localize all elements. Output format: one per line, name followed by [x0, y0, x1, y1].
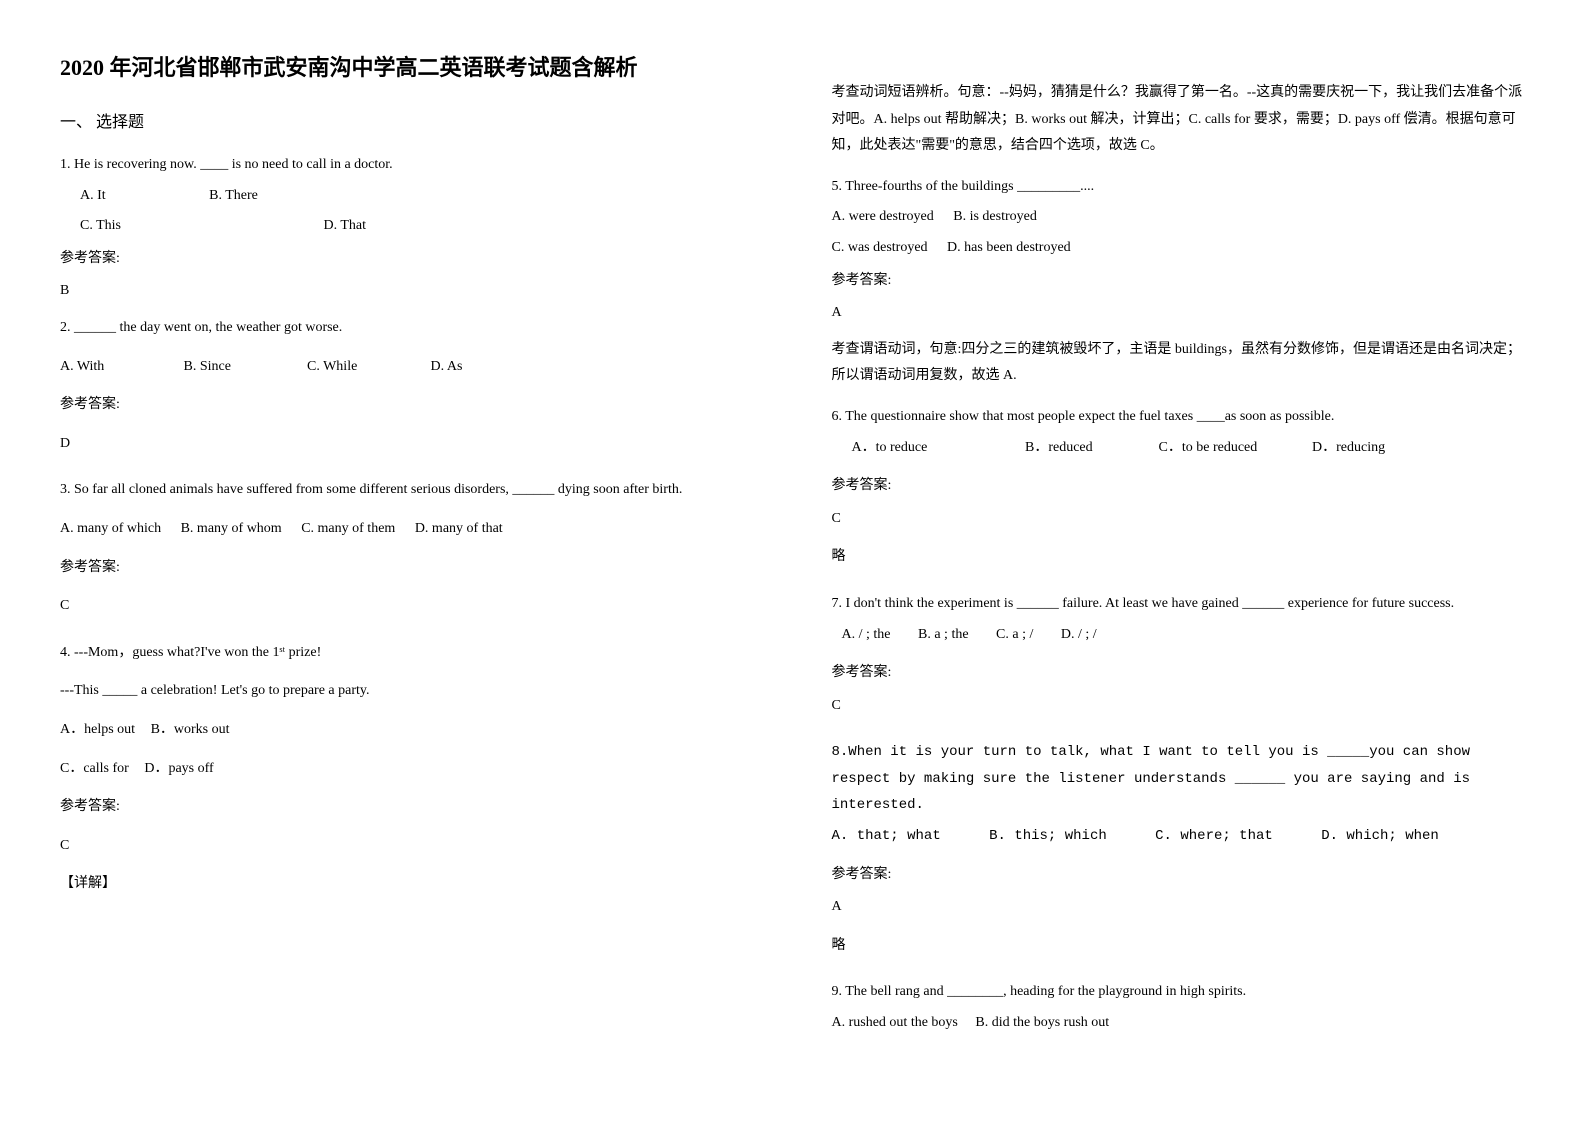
- q4-options-row1: A．helps out B．works out: [60, 717, 756, 744]
- q1-opt-a: A. It: [80, 183, 106, 210]
- q4-opt-c: C．calls for: [60, 761, 129, 776]
- q9-opt-b: B. did the boys rush out: [975, 1015, 1109, 1030]
- q2-answer-label: 参考答案:: [60, 392, 756, 419]
- q2-opt-a: A. With: [60, 354, 180, 381]
- q1-text: 1. He is recovering now. ____ is no need…: [60, 152, 756, 179]
- q9-opt-a: A. rushed out the boys: [832, 1015, 958, 1030]
- q6-answer: C: [832, 506, 1528, 533]
- q7-text: 7. I don't think the experiment is _____…: [832, 591, 1528, 618]
- q5-opt-a: A. were destroyed: [832, 209, 934, 224]
- q5-opt-c: C. was destroyed: [832, 240, 928, 255]
- exam-title: 2020 年河北省邯郸市武安南沟中学高二英语联考试题含解析: [60, 50, 756, 82]
- q5-answer-label: 参考答案:: [832, 268, 1528, 295]
- q7-opt-a: A. / ; the: [842, 627, 891, 642]
- q9-options: A. rushed out the boys B. did the boys r…: [832, 1010, 1528, 1037]
- q4-answer-label: 参考答案:: [60, 794, 756, 821]
- q6-text: 6. The questionnaire show that most peop…: [832, 404, 1528, 431]
- q4-opt-b: B．works out: [151, 722, 230, 737]
- q4-explanation: 考查动词短语辨析。句意：--妈妈，猜猜是什么？我赢得了第一名。--这真的需要庆祝…: [832, 80, 1528, 160]
- q7-answer: C: [832, 693, 1528, 720]
- q3-options: A. many of which B. many of whom C. many…: [60, 516, 756, 543]
- section-header: 一、 选择题: [60, 108, 756, 132]
- q1-opt-d: D. That: [324, 218, 367, 233]
- q5-opt-b: B. is destroyed: [953, 209, 1037, 224]
- left-column: 2020 年河北省邯郸市武安南沟中学高二英语联考试题含解析 一、 选择题 1. …: [60, 50, 756, 1045]
- q5-options-row2: C. was destroyed D. has been destroyed: [832, 235, 1528, 262]
- q5-opt-d: D. has been destroyed: [947, 240, 1071, 255]
- q8-answer: A: [832, 894, 1528, 921]
- q6-answer-label: 参考答案:: [832, 473, 1528, 500]
- q2-opt-b: B. Since: [184, 354, 304, 381]
- q1-answer: B: [60, 278, 756, 305]
- q4-options-row2: C．calls for D．pays off: [60, 756, 756, 783]
- q2-opt-c: C. While: [307, 354, 427, 381]
- q8-omit: 略: [832, 933, 1528, 960]
- q1-answer-label: 参考答案:: [60, 246, 756, 273]
- q4-detail-label: 【详解】: [60, 871, 756, 898]
- right-column: 考查动词短语辨析。句意：--妈妈，猜猜是什么？我赢得了第一名。--这真的需要庆祝…: [832, 50, 1528, 1045]
- question-2: 2. ______ the day went on, the weather g…: [60, 315, 756, 457]
- q2-text: 2. ______ the day went on, the weather g…: [60, 315, 756, 342]
- question-6: 6. The questionnaire show that most peop…: [832, 404, 1528, 571]
- q3-opt-c: C. many of them: [301, 521, 395, 536]
- q8-opt-b: B. this; which: [989, 828, 1107, 844]
- question-9: 9. The bell rang and ________, heading f…: [832, 979, 1528, 1036]
- q7-opt-c: C. a ; /: [996, 627, 1033, 642]
- q8-answer-label: 参考答案:: [832, 862, 1528, 889]
- q2-answer: D: [60, 431, 756, 458]
- q4-line2: ---This _____ a celebration! Let's go to…: [60, 678, 756, 705]
- q5-options-row1: A. were destroyed B. is destroyed: [832, 204, 1528, 231]
- question-7: 7. I don't think the experiment is _____…: [832, 591, 1528, 719]
- q2-opt-d: D. As: [431, 359, 463, 374]
- q4-line1: 4. ---Mom，guess what?I've won the 1ˢᵗ pr…: [60, 640, 756, 667]
- q3-text: 3. So far all cloned animals have suffer…: [60, 477, 756, 504]
- q7-opt-b: B. a ; the: [918, 627, 969, 642]
- question-3: 3. So far all cloned animals have suffer…: [60, 477, 756, 619]
- q1-options-row2: C. This D. That: [60, 213, 756, 240]
- q4-answer: C: [60, 833, 756, 860]
- q8-opt-d: D. which; when: [1321, 828, 1439, 844]
- q6-opt-c: C．to be reduced: [1159, 435, 1309, 462]
- q4-opt-d: D．pays off: [144, 761, 213, 776]
- q3-opt-b: B. many of whom: [181, 521, 282, 536]
- q3-answer: C: [60, 593, 756, 620]
- question-5: 5. Three-fourths of the buildings ______…: [832, 174, 1528, 390]
- q6-omit: 略: [832, 544, 1528, 571]
- q8-text: 8.When it is your turn to talk, what I w…: [832, 739, 1528, 819]
- q3-answer-label: 参考答案:: [60, 555, 756, 582]
- page-container: 2020 年河北省邯郸市武安南沟中学高二英语联考试题含解析 一、 选择题 1. …: [60, 50, 1527, 1045]
- q1-opt-b: B. There: [209, 188, 258, 203]
- question-8: 8.When it is your turn to talk, what I w…: [832, 739, 1528, 959]
- q3-opt-d: D. many of that: [415, 521, 503, 536]
- q8-options: A. that; what B. this; which C. where; t…: [832, 823, 1528, 850]
- q7-options: A. / ; the B. a ; the C. a ; / D. / ; /: [832, 622, 1528, 649]
- q2-options: A. With B. Since C. While D. As: [60, 354, 756, 381]
- q1-options-row1: A. It B. There: [60, 183, 756, 210]
- q5-text: 5. Three-fourths of the buildings ______…: [832, 174, 1528, 201]
- q7-opt-d: D. / ; /: [1061, 627, 1097, 642]
- question-4: 4. ---Mom，guess what?I've won the 1ˢᵗ pr…: [60, 640, 756, 898]
- q5-explanation: 考查谓语动词，句意:四分之三的建筑被毁坏了，主语是 buildings，虽然有分…: [832, 337, 1528, 390]
- q9-text: 9. The bell rang and ________, heading f…: [832, 979, 1528, 1006]
- q8-opt-c: C. where; that: [1155, 828, 1273, 844]
- q3-opt-a: A. many of which: [60, 521, 161, 536]
- q6-options: A．to reduce B．reduced C．to be reduced D．…: [832, 435, 1528, 462]
- q1-opt-c: C. This: [80, 213, 320, 240]
- q6-opt-b: B．reduced: [1025, 435, 1155, 462]
- q4-opt-a: A．helps out: [60, 722, 135, 737]
- q7-answer-label: 参考答案:: [832, 660, 1528, 687]
- q5-answer: A: [832, 300, 1528, 327]
- q8-opt-a: A. that; what: [832, 828, 941, 844]
- q6-opt-a: A．to reduce: [852, 435, 1022, 462]
- q6-opt-d: D．reducing: [1312, 440, 1385, 455]
- question-1: 1. He is recovering now. ____ is no need…: [60, 152, 756, 305]
